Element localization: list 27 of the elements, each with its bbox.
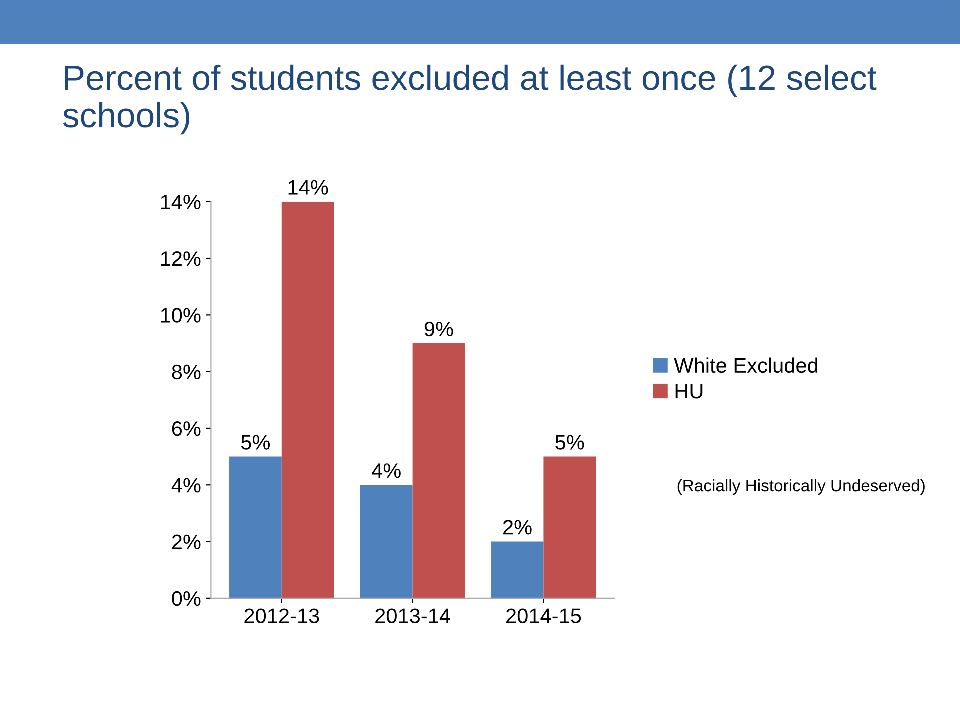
- x-tick-label: 2012-13: [244, 608, 320, 624]
- bar: [544, 456, 596, 598]
- y-tick-label: 0%: [172, 591, 201, 606]
- data-label: 14%: [288, 180, 328, 195]
- data-label: 4%: [372, 464, 401, 478]
- bar: [491, 542, 544, 598]
- legend-label: White Excluded: [674, 358, 818, 374]
- bar: [412, 344, 466, 598]
- data-label: 5%: [241, 435, 270, 450]
- data-label: 9%: [424, 322, 454, 337]
- y-tick-label: 10%: [161, 308, 201, 323]
- y-tick-label: 12%: [161, 252, 201, 266]
- bar: [360, 485, 413, 598]
- bar: [230, 456, 282, 598]
- text: (Racially Historically Undeserved): [678, 479, 925, 495]
- data-label: 5%: [556, 435, 584, 450]
- chart-title: Percent of students excluded at least once (12 select schools): [63, 64, 877, 135]
- y-tick-label: 2%: [172, 534, 201, 550]
- y-tick-label: 14%: [161, 194, 201, 210]
- bar: [282, 202, 334, 598]
- y-tick-label: 6%: [172, 421, 201, 436]
- y-tick-label: 8%: [172, 364, 201, 380]
- data-label: 2%: [504, 520, 532, 535]
- x-tick-label: 2014-15: [506, 608, 582, 624]
- y-tick-label: 4%: [172, 478, 201, 493]
- legend-label: HU: [676, 384, 703, 399]
- x-tick-label: 2013-14: [376, 608, 450, 624]
